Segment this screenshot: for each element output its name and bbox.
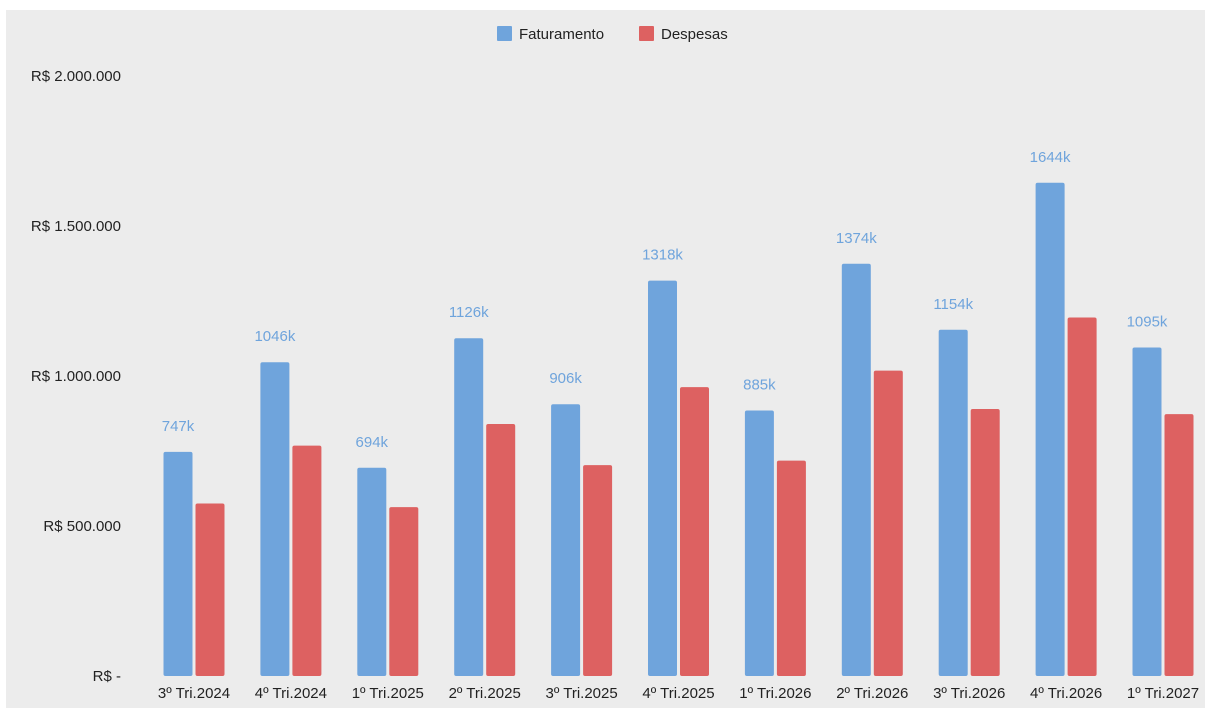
y-tick-label: R$ 2.000.000	[31, 68, 121, 85]
data-label-faturamento: 1374k	[836, 230, 877, 247]
data-label-faturamento: 1126k	[449, 304, 489, 321]
bar-faturamento	[1132, 347, 1162, 676]
data-label-faturamento: 1095k	[1127, 314, 1168, 331]
bar-despesas	[1067, 317, 1097, 676]
x-tick-label: 1º Tri.2026	[739, 685, 811, 702]
x-tick-label: 1º Tri.2025	[352, 685, 424, 702]
data-label-faturamento: 747k	[162, 418, 195, 435]
bar-faturamento	[163, 451, 193, 676]
legend-swatch-faturamento	[497, 26, 512, 41]
bar-despesas	[583, 465, 613, 676]
y-tick-label: R$ 1.000.000	[31, 368, 121, 385]
bar-faturamento	[938, 329, 968, 676]
data-label-faturamento: 885k	[743, 377, 776, 394]
bar-faturamento	[551, 404, 581, 676]
bar-faturamento	[357, 467, 387, 676]
data-label-faturamento: 1318k	[642, 247, 683, 264]
legend-label-faturamento: Faturamento	[519, 26, 604, 43]
x-tick-label: 4º Tri.2025	[642, 685, 714, 702]
y-tick-label: R$ 1.500.000	[31, 218, 121, 235]
bar-faturamento	[841, 263, 871, 676]
y-tick-label: R$ 500.000	[43, 518, 121, 535]
data-label-faturamento: 1154k	[933, 296, 973, 313]
bar-faturamento	[1035, 182, 1065, 677]
x-tick-label: 4º Tri.2026	[1030, 685, 1102, 702]
legend-label-despesas: Despesas	[661, 26, 728, 43]
legend-swatch-despesas	[639, 26, 654, 41]
bar-despesas	[873, 370, 903, 676]
data-label-faturamento: 1644k	[1030, 149, 1071, 166]
bar-faturamento	[744, 410, 774, 676]
bar-faturamento	[260, 362, 290, 676]
data-label-faturamento: 1046k	[254, 328, 295, 345]
bar-despesas	[292, 445, 322, 676]
bar-despesas	[776, 460, 806, 676]
bar-faturamento	[454, 338, 484, 676]
x-tick-label: 3º Tri.2025	[546, 685, 618, 702]
bar-faturamento	[648, 280, 677, 676]
data-label-faturamento: 906k	[549, 370, 582, 387]
x-tick-label: 4º Tri.2024	[255, 685, 327, 702]
x-tick-label: 2º Tri.2026	[836, 685, 908, 702]
y-tick-label: R$ -	[93, 668, 121, 685]
bar-despesas	[1164, 414, 1194, 676]
bar-despesas	[389, 507, 419, 676]
x-tick-label: 3º Tri.2024	[158, 685, 230, 702]
x-tick-label: 1º Tri.2027	[1127, 685, 1199, 702]
x-tick-label: 2º Tri.2025	[449, 685, 521, 702]
bar-despesas	[195, 503, 225, 676]
bar-despesas	[970, 409, 1000, 676]
data-label-faturamento: 694k	[356, 434, 389, 451]
bar-despesas	[680, 387, 709, 676]
bar-despesas	[486, 424, 516, 676]
x-tick-label: 3º Tri.2026	[933, 685, 1005, 702]
